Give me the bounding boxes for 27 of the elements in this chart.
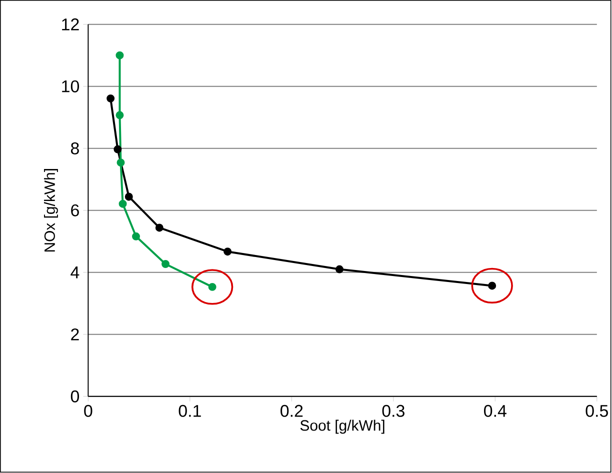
point (124, 192, 133, 201)
point (116, 158, 125, 167)
y-axis-title: NOx [g/kWh] (44, 169, 58, 252)
point (118, 200, 127, 208)
point (116, 52, 124, 60)
y-tick-label: 8 (70, 142, 79, 155)
point (132, 232, 140, 241)
y-tick-label: 2 (71, 328, 79, 340)
point (155, 224, 164, 232)
point (114, 145, 122, 154)
x-tick-label: 0.1 (178, 405, 201, 418)
y-tick-label: 12 (62, 18, 79, 30)
y-tick-label: 4 (70, 266, 80, 278)
point (335, 265, 344, 274)
x-tick-label: 0.5 (586, 405, 608, 418)
point (116, 111, 124, 120)
y-tick-label: 10 (62, 80, 80, 93)
x-axis-title: Soot [g/kWh] (300, 420, 384, 434)
x-tick-label: 0 (84, 405, 92, 418)
y-tick-label: 6 (71, 204, 79, 217)
point (162, 260, 170, 268)
x-tick-label: 0.2 (280, 405, 303, 418)
x-tick-label: 0.3 (382, 405, 404, 418)
point (106, 94, 115, 103)
y-tick-label: 0 (70, 390, 80, 403)
x-tick-label: 0.4 (484, 405, 506, 418)
point (224, 248, 232, 256)
